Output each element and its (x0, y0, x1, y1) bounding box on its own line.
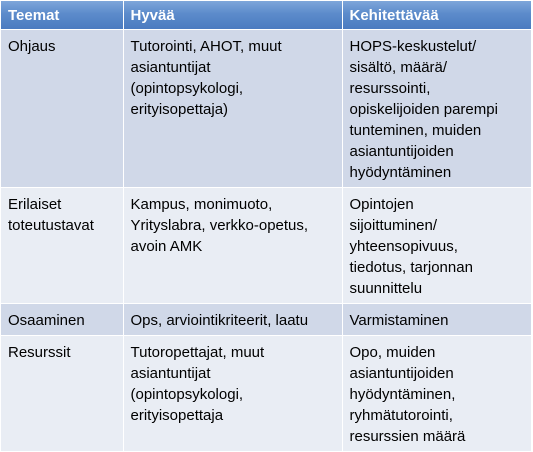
cell-line: Tutorointi, AHOT, muut (130, 38, 282, 55)
cell-line: (opintopsykologi, (130, 386, 244, 403)
cell-line: resurssien määrä (349, 428, 466, 445)
cell-line: HOPS-keskustelut/ (349, 38, 477, 55)
cell-line: Osaaminen (8, 312, 85, 329)
cell-develop: Opintojen sijoittuminen/ yhteensopivuus,… (341, 187, 531, 304)
header-row: Teemat Hyvää Kehitettävää (1, 1, 531, 30)
header-hyvaa: Hyvää (122, 1, 342, 30)
cell-line: (opintopsykologi, (130, 80, 244, 97)
cell-line: Yrityslabra, verkko-opetus, (130, 217, 309, 234)
cell-line: asiantuntijoiden (349, 365, 454, 382)
cell-line: tunteminen, muiden (349, 122, 482, 139)
cell-line: opiskelijoiden parempi (349, 101, 498, 118)
cell-theme: Resurssit (1, 335, 123, 451)
cell-line: Resurssit (8, 344, 71, 361)
cell-line: Kampus, monimuoto, (130, 196, 273, 213)
cell-theme: Ohjaus (1, 29, 123, 188)
cell-good: Ops, arviointikriteerit, laatu (122, 303, 342, 336)
cell-line: ryhmätutorointi, (349, 407, 453, 424)
table-row: Osaaminen Ops, arviointikriteerit, laatu… (1, 303, 531, 336)
cell-line: Ohjaus (8, 38, 56, 55)
cell-line: tiedotus, tarjonnan (349, 259, 473, 276)
cell-develop: Varmistaminen (341, 303, 531, 336)
cell-line: Varmistaminen (349, 312, 449, 329)
cell-line: hyödyntäminen (349, 164, 452, 181)
cell-line: asiantuntijat (130, 59, 211, 76)
cell-line: sisältö, määrä/ (349, 59, 448, 76)
cell-line: yhteensopivuus, (349, 238, 458, 255)
cell-good: Tutorointi, AHOT, muut asiantuntijat (op… (122, 29, 342, 188)
cell-theme: Erilaiset toteutustavat (1, 187, 123, 304)
cell-good: Tutoropettajat, muut asiantuntijat (opin… (122, 335, 342, 451)
cell-line: asiantuntijoiden (349, 143, 454, 160)
cell-line: Ops, arviointikriteerit, laatu (130, 312, 309, 329)
header-kehitettavaa: Kehitettävää (341, 1, 531, 30)
cell-line: Tutoropettajat, muut (130, 344, 265, 361)
cell-line: sijoittuminen/ (349, 217, 438, 234)
table-row: Resurssit Tutoropettajat, muut asiantunt… (1, 335, 531, 451)
header-teemat: Teemat (1, 1, 123, 30)
cell-good: Kampus, monimuoto, Yrityslabra, verkko-o… (122, 187, 342, 304)
cell-line: avoin AMK (130, 238, 203, 255)
cell-line: erityisopettaja) (130, 101, 229, 118)
cell-line: Erilaiset (8, 196, 62, 213)
cell-line: resurssointi, (349, 80, 431, 97)
cell-line: erityisopettaja (130, 407, 224, 424)
table-row: Erilaiset toteutustavat Kampus, monimuot… (1, 187, 531, 304)
cell-line: toteutustavat (8, 217, 94, 234)
cell-line: Opintojen (349, 196, 414, 213)
cell-line: suunnittelu (349, 280, 423, 297)
cell-line: hyödyntäminen, (349, 386, 456, 403)
table-row: Ohjaus Tutorointi, AHOT, muut asiantunti… (1, 29, 531, 188)
cell-line: Opo, muiden (349, 344, 436, 361)
cell-line: asiantuntijat (130, 365, 211, 382)
cell-develop: Opo, muiden asiantuntijoiden hyödyntämin… (341, 335, 531, 451)
cell-theme: Osaaminen (1, 303, 123, 336)
cell-develop: HOPS-keskustelut/ sisältö, määrä/ resurs… (341, 29, 531, 188)
